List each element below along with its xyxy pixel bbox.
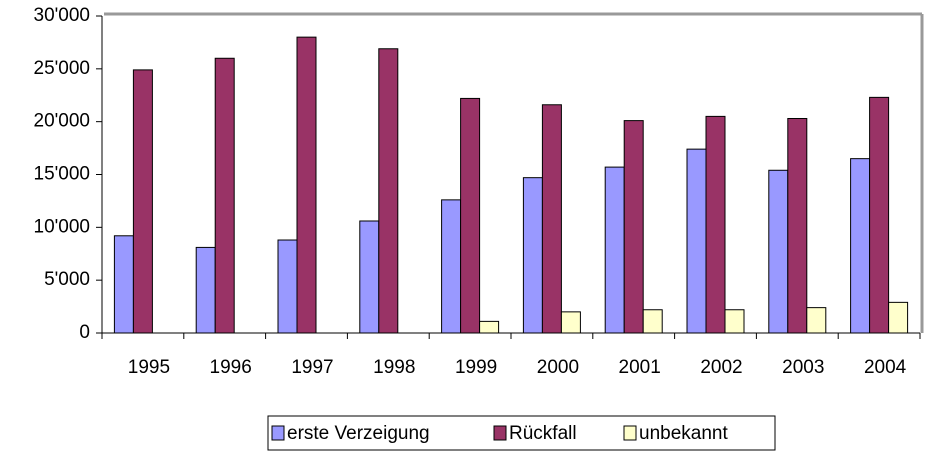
bar <box>359 220 380 334</box>
bar <box>541 104 562 334</box>
bar <box>277 239 298 334</box>
bar <box>806 307 827 334</box>
x-tick-label: 1997 <box>291 357 333 378</box>
x-tick-label: 1995 <box>128 357 170 378</box>
bar <box>460 97 481 334</box>
bar <box>479 320 500 334</box>
x-tick-label: 2001 <box>619 357 661 378</box>
bar <box>623 120 644 334</box>
legend-swatch <box>623 425 637 441</box>
bar <box>113 235 134 334</box>
x-tick-label: 2004 <box>864 357 907 378</box>
x-tick-label: 1999 <box>455 357 497 378</box>
legend-swatch <box>493 425 507 441</box>
bar <box>132 69 153 334</box>
bar <box>560 311 581 334</box>
bar <box>705 115 726 334</box>
bar <box>686 148 707 334</box>
legend-swatch <box>271 425 285 441</box>
bar <box>195 246 216 334</box>
y-tick-label: 15'000 <box>34 164 90 185</box>
bar <box>724 309 745 334</box>
legend <box>267 415 776 451</box>
bar <box>888 301 909 334</box>
bar <box>850 158 871 334</box>
x-tick-label: 2003 <box>782 357 824 378</box>
x-tick-label: 2000 <box>537 357 579 378</box>
bar <box>522 177 543 334</box>
y-tick-label: 25'000 <box>34 58 90 79</box>
y-tick-label: 10'000 <box>34 216 90 237</box>
bar <box>214 57 235 334</box>
bar <box>869 96 890 334</box>
bar <box>604 166 625 334</box>
x-tick-label: 1996 <box>210 357 252 378</box>
legend-label: erste Verzeigung <box>287 423 430 444</box>
y-tick-label: 30'000 <box>34 5 90 26</box>
bar <box>296 36 317 334</box>
legend-label: unbekannt <box>639 423 728 444</box>
y-tick-label: 20'000 <box>34 111 90 132</box>
bar <box>378 48 399 334</box>
bar <box>642 309 663 334</box>
x-tick-label: 1998 <box>373 357 415 378</box>
y-tick-label: 5'000 <box>44 269 90 290</box>
bar <box>787 117 808 334</box>
bar <box>441 199 462 334</box>
y-tick-label: 0 <box>79 322 90 343</box>
bar <box>768 169 789 334</box>
x-tick-label: 2002 <box>700 357 742 378</box>
legend-label: Rückfall <box>509 423 577 444</box>
